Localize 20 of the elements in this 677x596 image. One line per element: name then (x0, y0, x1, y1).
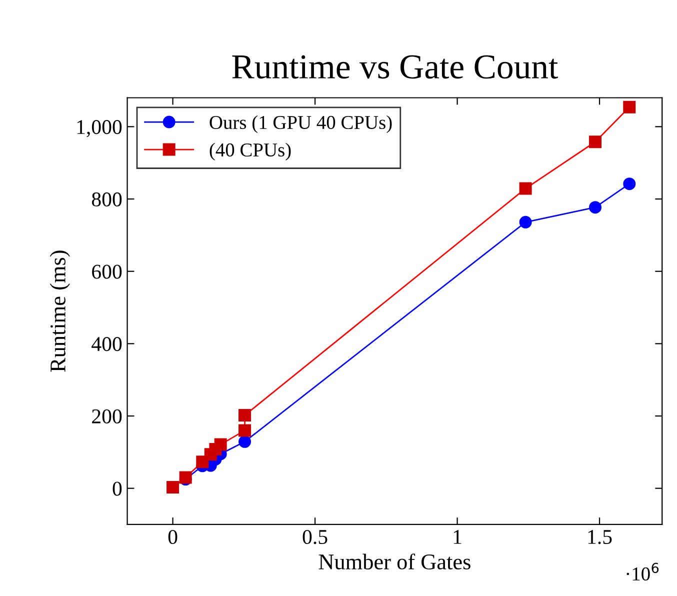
y-tick-label: 400 (92, 337, 122, 352)
chart-title: Runtime vs Gate Count (232, 55, 558, 79)
legend-label: (40 CPUs) (210, 142, 291, 160)
point (623, 178, 636, 190)
y-axis-title: Runtime (ms) (50, 250, 70, 372)
point (519, 216, 532, 228)
y-tick-label: 200 (92, 409, 122, 424)
x-axis-title: Number of Gates (318, 554, 470, 570)
x-tick-label: 1.5 (588, 530, 612, 544)
point (238, 435, 252, 448)
x-tick-label: 0 (168, 530, 178, 544)
legend-label: Ours (1 GPU 40 CPUs) (210, 115, 392, 133)
y-tick-label: 0 (112, 482, 122, 496)
x-tick-label: 1 (454, 530, 462, 544)
y-tick-label: 800 (92, 192, 122, 206)
y-tick-label: 1,000 (77, 120, 122, 138)
point (589, 201, 602, 214)
y-tick-label: 600 (92, 264, 122, 279)
text: ·10$^{6}$ (626, 562, 659, 581)
x-tick-label: 0.5 (302, 530, 328, 544)
